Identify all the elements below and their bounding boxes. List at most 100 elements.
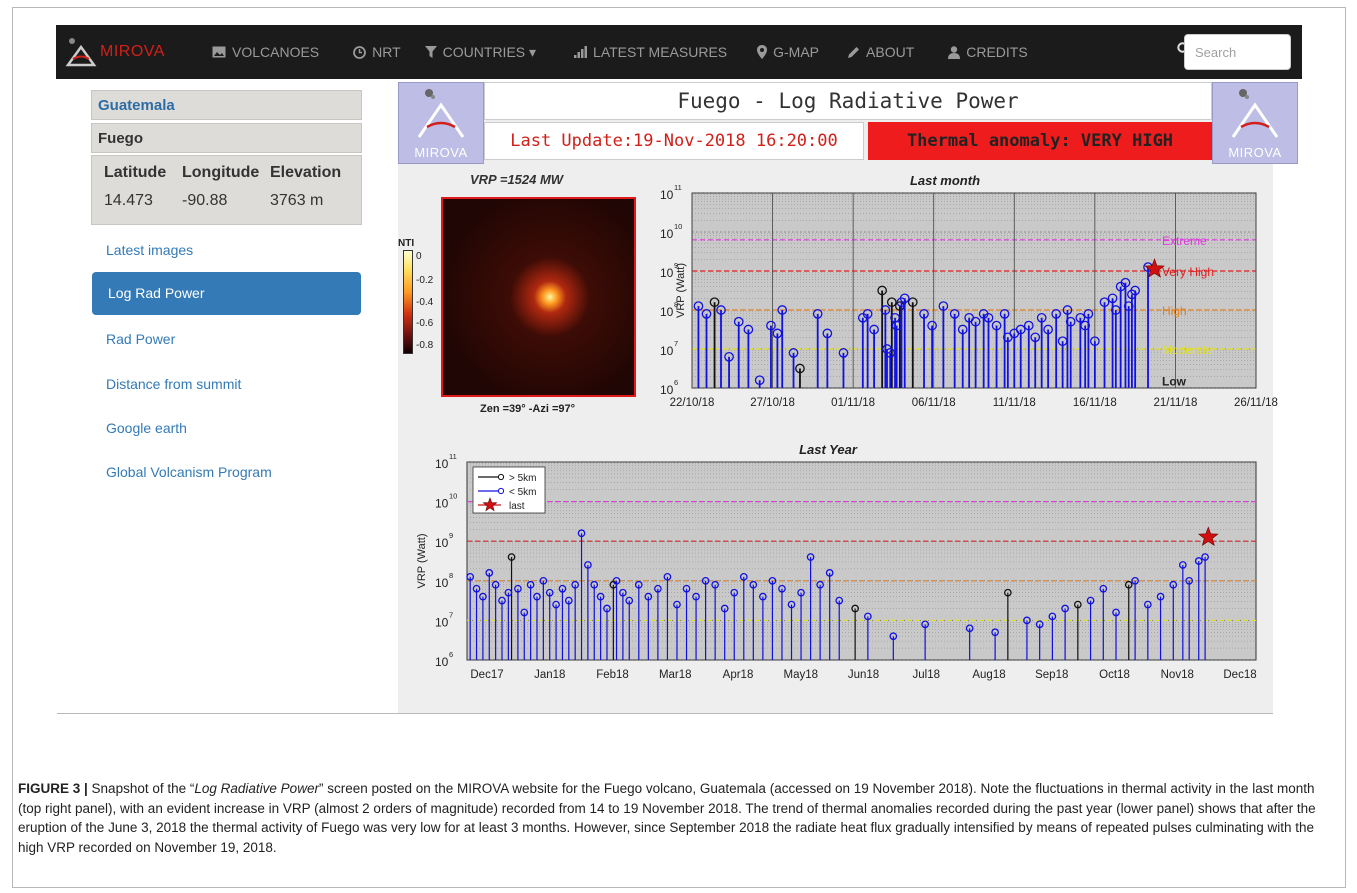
nav-label: G-MAP xyxy=(773,44,820,60)
data-point xyxy=(1185,576,1194,585)
data-point xyxy=(692,592,700,601)
data-point xyxy=(1156,592,1165,601)
navbar: MIROVA VOLCANOES NRT COUNTRIES ▾ LATEST … xyxy=(56,25,1302,79)
data-point xyxy=(983,312,994,323)
sidebar-link-log-rad-power[interactable]: Log Rad Power xyxy=(92,272,361,315)
coordinates-box: Latitude Longitude Elevation 14.473 -90.… xyxy=(91,155,362,225)
nav-volcanoes[interactable]: VOLCANOES xyxy=(212,44,319,60)
data-point xyxy=(625,596,634,605)
data-point xyxy=(1065,316,1076,327)
sidebar-link-google-earth[interactable]: Google earth xyxy=(106,420,187,436)
nti-tick: -0.6 xyxy=(416,318,434,329)
data-point xyxy=(754,375,765,386)
chart-title: Last Year xyxy=(799,442,858,457)
data-point xyxy=(778,584,786,593)
nav-latest-measures[interactable]: LATEST MEASURES xyxy=(574,44,727,60)
sidebar-link-rad-power[interactable]: Rad Power xyxy=(106,331,176,347)
data-point xyxy=(766,320,776,331)
signal-icon xyxy=(574,46,588,58)
data-point xyxy=(886,297,897,308)
x-tick-label: Sep18 xyxy=(1035,669,1068,681)
data-point xyxy=(571,580,580,589)
nav-label: COUNTRIES ▾ xyxy=(442,43,537,60)
nav-label: CREDITS xyxy=(966,44,1028,60)
data-point xyxy=(577,529,586,538)
caption-text: Snapshot of the “ xyxy=(87,781,195,796)
y-axis-label: VRP (Watt) xyxy=(416,533,428,588)
sidebar-link-distance-from-summit[interactable]: Distance from summit xyxy=(106,376,242,392)
figure-frame xyxy=(12,7,1346,888)
user-icon xyxy=(948,45,961,59)
mirova-logo-icon xyxy=(417,89,465,138)
elevation-value: 3763 m xyxy=(270,192,324,209)
data-point xyxy=(1201,553,1209,561)
last-point-star xyxy=(1144,258,1165,278)
y-tick-exponent: 11 xyxy=(449,452,457,461)
data-point xyxy=(991,628,999,637)
data-point xyxy=(862,309,873,319)
sidebar-link-global-volcanism-program[interactable]: Global Volcanism Program xyxy=(106,464,272,480)
nti-tick: 0 xyxy=(416,251,422,262)
data-point xyxy=(957,324,968,335)
x-tick-label: Dec18 xyxy=(1223,669,1256,681)
nav-nrt[interactable]: NRT xyxy=(353,44,401,60)
data-point xyxy=(711,580,720,589)
y-axis-label: VRP (Watt) xyxy=(675,263,687,318)
data-point xyxy=(1075,312,1086,323)
data-point xyxy=(869,324,879,335)
y-tick-label: 10 xyxy=(435,536,449,550)
nti-colorbar xyxy=(403,250,413,354)
charts-layer: 22/10/18 27/10/18 01/11/18 06/11/18 11/11/18… xyxy=(416,173,1278,681)
tile-label: MIROVA xyxy=(414,145,468,160)
data-point xyxy=(693,301,704,311)
data-point xyxy=(1036,312,1047,323)
y-tick-label: 10 xyxy=(660,305,674,319)
data-point xyxy=(838,348,849,358)
data-point xyxy=(1051,309,1062,319)
nav-label: NRT xyxy=(372,44,401,60)
threshold-label: Extreme xyxy=(1162,234,1207,248)
data-point xyxy=(539,576,548,585)
y-tick-label: 10 xyxy=(660,227,674,241)
nav-countries[interactable]: COUNTRIES ▾ xyxy=(424,43,537,61)
x-tick-label: Mar18 xyxy=(659,669,692,681)
brand[interactable]: MIROVA xyxy=(64,35,186,69)
data-point xyxy=(558,584,567,593)
brand-name: MIROVA xyxy=(100,43,165,60)
legend-label: last xyxy=(509,501,525,512)
data-point xyxy=(812,309,823,319)
mirova-logo-icon xyxy=(1231,89,1279,138)
x-tick-label: 22/10/18 xyxy=(670,397,715,409)
data-point xyxy=(1194,557,1203,565)
caption-italic: Log Radiative Power xyxy=(194,781,319,796)
data-point xyxy=(612,576,621,585)
nti-tick: -0.8 xyxy=(416,340,434,351)
nav-g-map[interactable]: G-MAP xyxy=(757,44,819,60)
data-point xyxy=(701,576,710,585)
data-point xyxy=(795,363,805,374)
country-name[interactable]: Guatemala xyxy=(91,90,362,120)
data-point xyxy=(787,600,796,609)
nav-credits[interactable]: CREDITS xyxy=(948,44,1028,60)
data-point xyxy=(919,309,929,319)
x-tick-label: 27/10/18 xyxy=(750,397,795,409)
data-point xyxy=(682,584,691,593)
data-point xyxy=(596,592,605,601)
data-point xyxy=(584,561,592,569)
tile-label: MIROVA xyxy=(1228,145,1282,160)
x-tick-label: Dec17 xyxy=(470,669,503,681)
data-point xyxy=(899,293,910,304)
map-marker-icon xyxy=(757,45,768,59)
data-point xyxy=(498,596,506,605)
search-input[interactable] xyxy=(1184,34,1291,70)
x-tick-label: Jul18 xyxy=(913,669,941,681)
data-point xyxy=(851,604,859,613)
nav-about[interactable]: ABOUT xyxy=(847,44,914,60)
nti-tick: -0.2 xyxy=(416,275,434,286)
nav-label: ABOUT xyxy=(866,44,915,60)
data-point xyxy=(654,584,662,593)
y-tick-exponent: 10 xyxy=(449,492,457,501)
y-tick-label: 10 xyxy=(660,344,674,358)
sidebar-link-latest-images[interactable]: Latest images xyxy=(106,242,194,258)
y-tick-exponent: 11 xyxy=(674,183,682,192)
